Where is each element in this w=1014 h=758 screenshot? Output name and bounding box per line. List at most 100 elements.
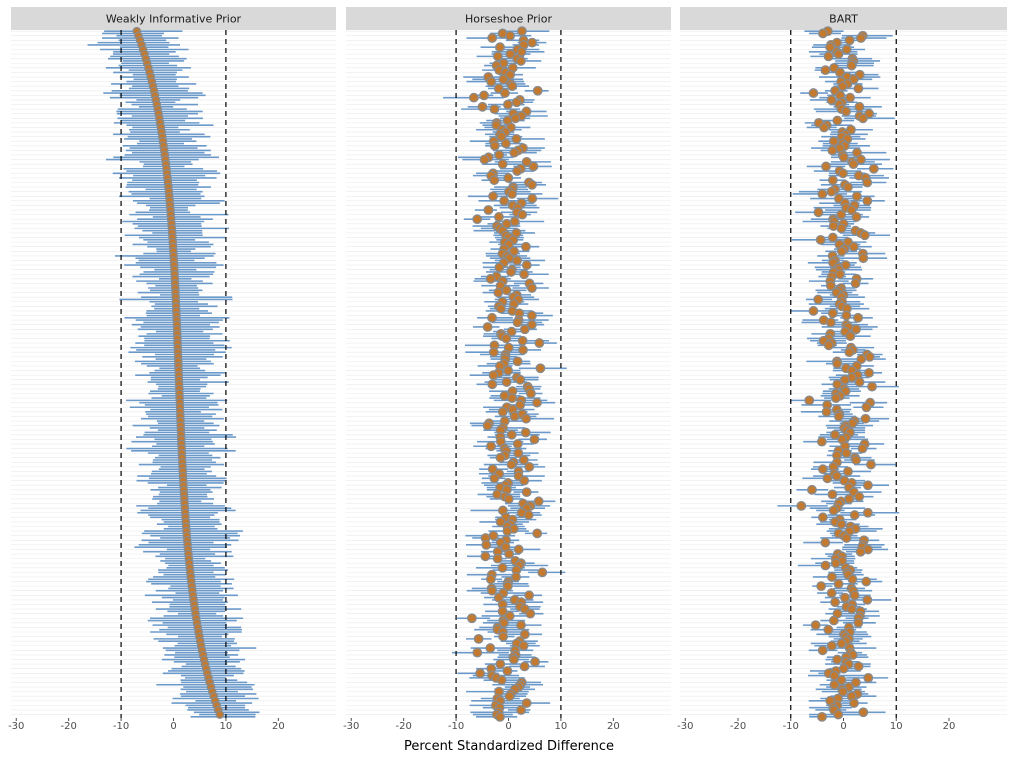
point-estimate [850, 278, 861, 289]
point-estimate [483, 205, 494, 215]
point-estimate [848, 159, 859, 170]
point-estimate [843, 182, 853, 192]
point-estimate [472, 214, 483, 225]
point-estimate [837, 81, 848, 92]
point-estimate [832, 115, 843, 126]
point-estimate [825, 317, 836, 328]
point-estimate [843, 466, 853, 477]
point-estimate [858, 113, 868, 124]
point-estimate [513, 544, 524, 555]
point-estimate [520, 427, 531, 438]
point-estimate [495, 42, 505, 53]
point-estimate [833, 49, 844, 59]
point-estimate [489, 140, 500, 151]
point-estimate [804, 395, 815, 406]
point-estimate [851, 191, 862, 202]
point-estimate [528, 161, 539, 172]
point-estimate [827, 308, 838, 319]
point-estimate [515, 56, 526, 66]
point-estimate [517, 335, 528, 346]
point-estimate [848, 74, 859, 85]
point-estimate [532, 528, 543, 539]
point-estimate [537, 567, 548, 578]
point-estimate [841, 310, 852, 321]
point-estimate [506, 326, 517, 337]
point-estimate [818, 28, 828, 39]
point-estimate [482, 322, 493, 332]
points [467, 26, 548, 722]
point-estimate [533, 496, 544, 507]
point-estimate [496, 675, 507, 686]
x-axis-label: Percent Standardized Difference [404, 739, 614, 754]
point-estimate [817, 645, 828, 656]
x-tick-label: 20 [607, 721, 620, 732]
point-estimate [831, 393, 841, 403]
point-estimate [838, 168, 848, 179]
point-estimate [823, 624, 834, 635]
point-estimate [846, 60, 857, 71]
point-estimate [506, 459, 517, 470]
x-tick-label: 10 [890, 721, 903, 732]
point-estimate [813, 207, 824, 218]
point-estimate [519, 475, 530, 486]
point-estimate [505, 30, 515, 41]
point-estimate [487, 585, 497, 596]
point-estimate [820, 65, 831, 76]
point-estimate [820, 537, 831, 548]
point-estimate [511, 572, 521, 582]
point-estimate [509, 654, 519, 665]
point-estimate [830, 558, 841, 569]
point-estimate [866, 459, 876, 470]
panel-background [11, 30, 336, 718]
x-tick-label: 10 [555, 721, 568, 732]
point-estimate [867, 381, 877, 392]
point-estimate [468, 92, 479, 103]
point-estimate [833, 709, 844, 720]
point-estimate [487, 379, 498, 390]
x-tick-label: -10 [448, 721, 464, 732]
point-estimate [521, 413, 532, 424]
point-estimate [829, 679, 840, 690]
point-estimate [497, 606, 508, 617]
point-estimate [863, 672, 874, 683]
point-estimate [500, 138, 511, 149]
x-tick-label: 0 [505, 721, 511, 732]
point-estimate [521, 260, 532, 270]
panel-title: Horseshoe Prior [465, 13, 552, 26]
point-estimate [858, 707, 869, 718]
point-estimate [507, 393, 518, 403]
point-estimate [496, 131, 507, 142]
panel-strip [346, 7, 671, 30]
point-estimate [862, 195, 873, 206]
point-estimate [492, 51, 503, 62]
point-estimate [512, 166, 523, 176]
point-estimate [828, 615, 839, 626]
point-estimate [473, 633, 484, 644]
point-estimate [834, 269, 845, 280]
point-estimate [841, 44, 852, 55]
point-estimate [849, 510, 860, 520]
point-estimate [833, 578, 844, 589]
point-estimate [826, 588, 837, 598]
point-estimate [827, 489, 838, 500]
point-estimate [856, 354, 867, 364]
point-estimate [813, 294, 824, 305]
point-estimate [817, 512, 828, 523]
point-estimate [509, 246, 519, 257]
panel-title: BART [829, 13, 858, 26]
point-estimate [498, 631, 509, 642]
point-estimate [497, 159, 508, 170]
point-estimate [509, 216, 520, 227]
points [796, 26, 879, 722]
point-estimate [498, 617, 509, 628]
point-estimate [840, 592, 850, 603]
point-estimate [472, 647, 483, 658]
point-estimate [832, 654, 843, 665]
point-estimate [535, 363, 546, 374]
point-estimate [819, 122, 829, 133]
x-axis: -30 -20 -10 0 10 20 [8, 718, 285, 732]
point-estimate [826, 640, 837, 651]
point-estimate [821, 161, 831, 172]
point-estimate [831, 471, 842, 481]
point-estimate [487, 464, 498, 475]
